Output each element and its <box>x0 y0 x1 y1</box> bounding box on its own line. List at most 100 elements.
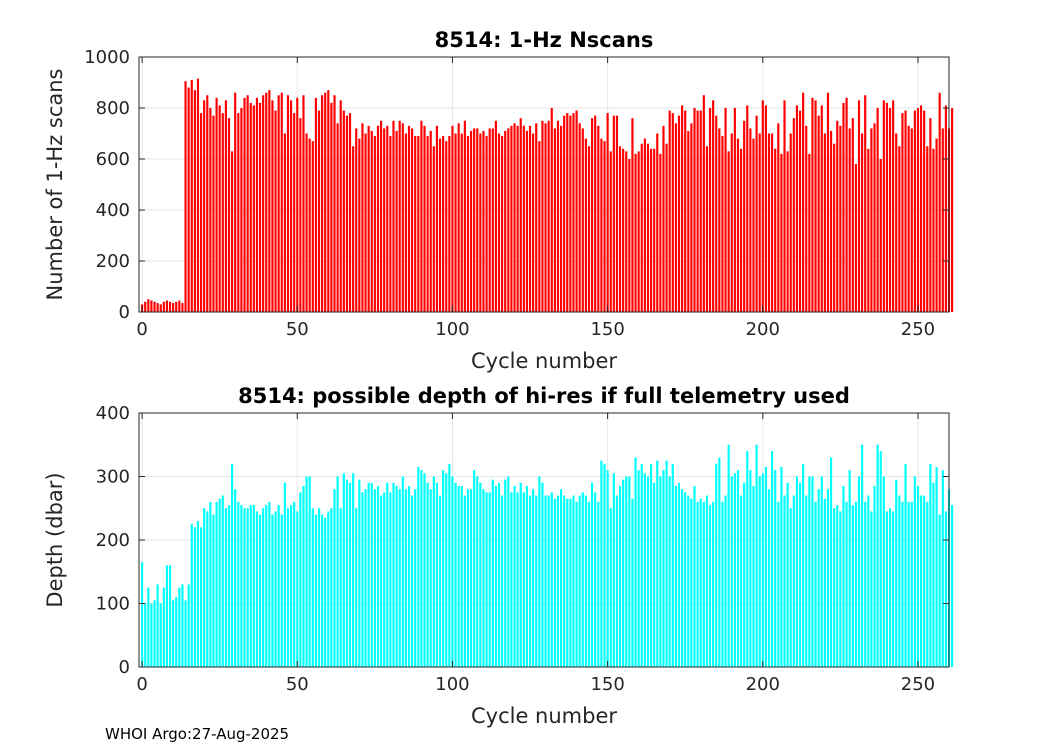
bar-cycle-155 <box>622 479 625 667</box>
bar-cycle-144 <box>587 501 591 667</box>
bar-cycle-181 <box>702 501 705 667</box>
bar-cycle-49 <box>293 501 296 667</box>
bar-cycle-237 <box>876 108 879 312</box>
bar-cycle-202 <box>767 489 771 667</box>
bar-cycle-116 <box>501 495 504 667</box>
bar-cycle-147 <box>597 125 600 312</box>
bar-cycle-22 <box>209 108 212 312</box>
bar-cycle-10 <box>172 600 175 667</box>
bar-cycle-184 <box>712 100 715 312</box>
bar-cycle-193 <box>739 148 743 312</box>
bar-cycle-253 <box>926 501 929 667</box>
bar-cycle-108 <box>476 128 479 312</box>
bar-cycle-111 <box>485 136 488 312</box>
y-tick-label: 600 <box>96 149 130 170</box>
bar-cycle-185 <box>715 463 718 667</box>
bar-cycle-62 <box>333 489 336 667</box>
bar-cycle-41 <box>268 90 271 313</box>
bar-cycle-4 <box>153 600 156 667</box>
bar-cycle-206 <box>780 466 783 667</box>
bar-cycle-14 <box>184 81 187 312</box>
bar-cycle-139 <box>572 495 575 667</box>
bar-cycle-19 <box>199 113 203 312</box>
bar-cycle-214 <box>805 125 808 312</box>
bar-cycle-241 <box>888 508 892 667</box>
bar-cycle-235 <box>870 511 873 667</box>
bar-cycle-207 <box>783 495 786 667</box>
bar-cycle-138 <box>569 115 572 313</box>
bar-cycle-141 <box>578 495 581 667</box>
bar-cycle-168 <box>662 470 665 667</box>
bar-cycle-46 <box>283 133 286 312</box>
y-tick-label: 200 <box>96 251 130 272</box>
bar-cycle-150 <box>606 470 609 667</box>
bar-cycle-245 <box>901 501 904 667</box>
bar-cycle-128 <box>538 476 541 667</box>
bar-cycle-131 <box>547 120 550 312</box>
bar-cycle-174 <box>681 489 684 667</box>
bar-cycle-75 <box>373 489 376 667</box>
bar-cycle-54 <box>308 138 311 312</box>
bar-cycle-228 <box>848 128 851 312</box>
bar-cycle-51 <box>299 118 302 312</box>
bar-cycle-208 <box>786 482 789 667</box>
bar-cycle-18 <box>196 520 200 667</box>
bar-cycle-174 <box>681 105 684 312</box>
bar-cycle-99 <box>448 463 451 667</box>
bar-cycle-116 <box>501 136 504 312</box>
bar-cycle-112 <box>488 128 491 312</box>
bar-cycle-194 <box>743 482 746 667</box>
bar-cycle-115 <box>497 482 501 667</box>
bar-cycle-44 <box>277 505 280 667</box>
bar-cycle-106 <box>469 489 473 667</box>
bar-cycle-71 <box>361 492 364 667</box>
bar-cycle-226 <box>842 102 845 313</box>
bar-cycle-109 <box>479 133 482 312</box>
bar-cycle-28 <box>227 118 231 312</box>
bar-cycle-175 <box>684 492 687 667</box>
bar-cycle-97 <box>442 470 445 667</box>
bar-cycle-36 <box>252 105 255 312</box>
bar-cycle-196 <box>749 470 752 667</box>
bar-cycle-83 <box>398 120 401 312</box>
bar-cycle-121 <box>516 492 519 667</box>
bar-cycle-84 <box>401 123 404 312</box>
bar-cycle-82 <box>395 130 398 312</box>
bar-cycle-103 <box>460 486 463 667</box>
bar-cycle-26 <box>221 495 224 667</box>
bar-cycle-242 <box>892 100 895 312</box>
bar-cycle-107 <box>473 470 476 667</box>
bar-cycle-95 <box>435 125 439 312</box>
bar-cycle-61 <box>330 508 333 667</box>
bar-cycle-244 <box>898 146 901 312</box>
bar-cycle-69 <box>355 508 358 667</box>
bar-cycle-203 <box>771 451 774 667</box>
bar-cycle-146 <box>594 115 597 313</box>
bar-cycle-114 <box>494 120 497 312</box>
bar-cycle-250 <box>916 486 920 667</box>
bar-cycle-5 <box>156 303 159 312</box>
bar-cycle-97 <box>442 136 445 312</box>
bar-cycle-51 <box>299 492 302 667</box>
bar-cycle-142 <box>581 128 584 312</box>
bar-cycle-211 <box>795 105 799 312</box>
bar-cycle-226 <box>842 486 845 667</box>
x-tick-label: 250 <box>901 674 935 695</box>
bar-cycle-214 <box>805 495 808 667</box>
bar-cycle-254 <box>929 118 932 312</box>
plot-area <box>139 57 949 312</box>
bar-cycle-24 <box>215 501 218 667</box>
bar-cycle-250 <box>916 108 920 312</box>
bar-cycle-74 <box>370 130 373 312</box>
bar-cycle-67 <box>348 113 352 312</box>
bar-cycle-124 <box>525 486 529 667</box>
bar-cycle-117 <box>504 479 507 667</box>
bar-cycle-64 <box>339 100 342 312</box>
bar-cycle-40 <box>265 505 268 667</box>
bar-cycle-143 <box>584 138 587 312</box>
bar-cycle-66 <box>345 479 349 667</box>
bar-cycle-98 <box>445 473 448 667</box>
bar-cycle-158 <box>631 498 634 667</box>
bar-cycle-239 <box>882 476 885 667</box>
bar-cycle-41 <box>268 501 271 667</box>
